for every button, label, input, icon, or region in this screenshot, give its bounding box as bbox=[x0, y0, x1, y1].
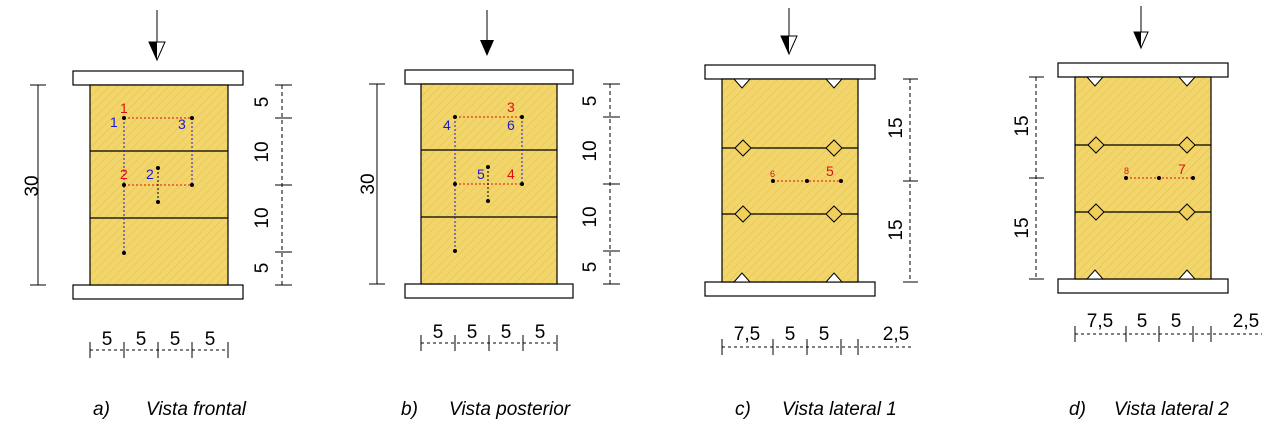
specimen-body bbox=[89, 84, 229, 286]
width-segment-dimension: 5 bbox=[136, 329, 147, 350]
segment-dimension: 15 bbox=[886, 219, 907, 240]
point-label: 2 bbox=[146, 166, 154, 182]
segment-dimension: 10 bbox=[580, 140, 601, 161]
caption-letter: a) bbox=[93, 399, 110, 420]
point-label: 7 bbox=[1178, 161, 1186, 177]
point-label: 4 bbox=[507, 166, 515, 182]
segment-dimension: 5 bbox=[252, 97, 273, 108]
width-segment-dimension: 7,5 bbox=[734, 324, 760, 345]
width-segment-dimension: 5 bbox=[501, 322, 512, 343]
width-segment-dimension: 5 bbox=[535, 322, 546, 343]
caption-text: Vista lateral 2 bbox=[1114, 399, 1229, 420]
segment-dimension: 10 bbox=[252, 207, 273, 228]
height-dimension: 30 bbox=[22, 175, 43, 196]
caption-text: Vista lateral 1 bbox=[782, 399, 897, 420]
height-dimension: 30 bbox=[358, 173, 379, 194]
segment-dimension: 15 bbox=[1012, 217, 1033, 238]
caption-text: Vista frontal bbox=[146, 399, 247, 420]
width-segment-dimension: 5 bbox=[819, 324, 830, 345]
caption-letter: d) bbox=[1069, 399, 1086, 420]
width-segment-dimension: 5 bbox=[433, 322, 444, 343]
panel-rear-view: 3 4 6 5 4 30 5 10 10 5 5 5 5 5 b) Vista … bbox=[358, 10, 620, 420]
load-arrow-icon bbox=[480, 40, 494, 56]
point-label: 8 bbox=[1124, 166, 1129, 176]
width-segment-dimension: 5 bbox=[1137, 311, 1148, 332]
width-segment-dimension: 5 bbox=[467, 322, 478, 343]
width-segment-dimension: 7,5 bbox=[1087, 311, 1113, 332]
caption-text: Vista posterior bbox=[449, 399, 571, 420]
segment-dimension: 5 bbox=[252, 263, 273, 274]
point-label: 3 bbox=[178, 116, 186, 132]
segment-dimension: 15 bbox=[1012, 115, 1033, 136]
panel-side-view-2: 8 7 15 15 7,5 5 5 2,5 d) Vista lateral 2 bbox=[1012, 6, 1262, 420]
panel-front-view: 1 1 3 2 2 30 5 10 10 5 5 5 5 5 a) Vista … bbox=[22, 10, 292, 420]
point-label: 2 bbox=[120, 166, 128, 182]
point-label: 3 bbox=[507, 99, 515, 115]
width-segment-dimension: 2,5 bbox=[883, 324, 909, 345]
point-label: 6 bbox=[770, 169, 775, 179]
caption-letter: c) bbox=[735, 399, 751, 420]
segment-dimension: 10 bbox=[252, 141, 273, 162]
point-label: 6 bbox=[507, 117, 515, 133]
width-segment-dimension: 5 bbox=[205, 329, 216, 350]
width-segment-dimension: 5 bbox=[102, 329, 113, 350]
caption-letter: b) bbox=[401, 399, 418, 420]
width-segment-dimension: 5 bbox=[1171, 311, 1182, 332]
segment-dimension: 5 bbox=[580, 96, 601, 107]
point-label: 5 bbox=[477, 166, 485, 182]
point-label: 1 bbox=[120, 100, 128, 116]
segment-dimension: 10 bbox=[580, 206, 601, 227]
segment-dimension: 5 bbox=[580, 262, 601, 273]
width-segment-dimension: 5 bbox=[785, 324, 796, 345]
segment-dimension: 15 bbox=[886, 117, 907, 138]
point-label: 5 bbox=[826, 163, 834, 179]
panel-side-view-1: 6 5 15 15 7,5 5 5 2,5 c) Vista lateral 1 bbox=[704, 8, 918, 420]
width-segment-dimension: 5 bbox=[170, 329, 181, 350]
point-label: 4 bbox=[443, 117, 451, 133]
width-segment-dimension: 2,5 bbox=[1233, 311, 1259, 332]
point-label: 1 bbox=[110, 114, 118, 130]
